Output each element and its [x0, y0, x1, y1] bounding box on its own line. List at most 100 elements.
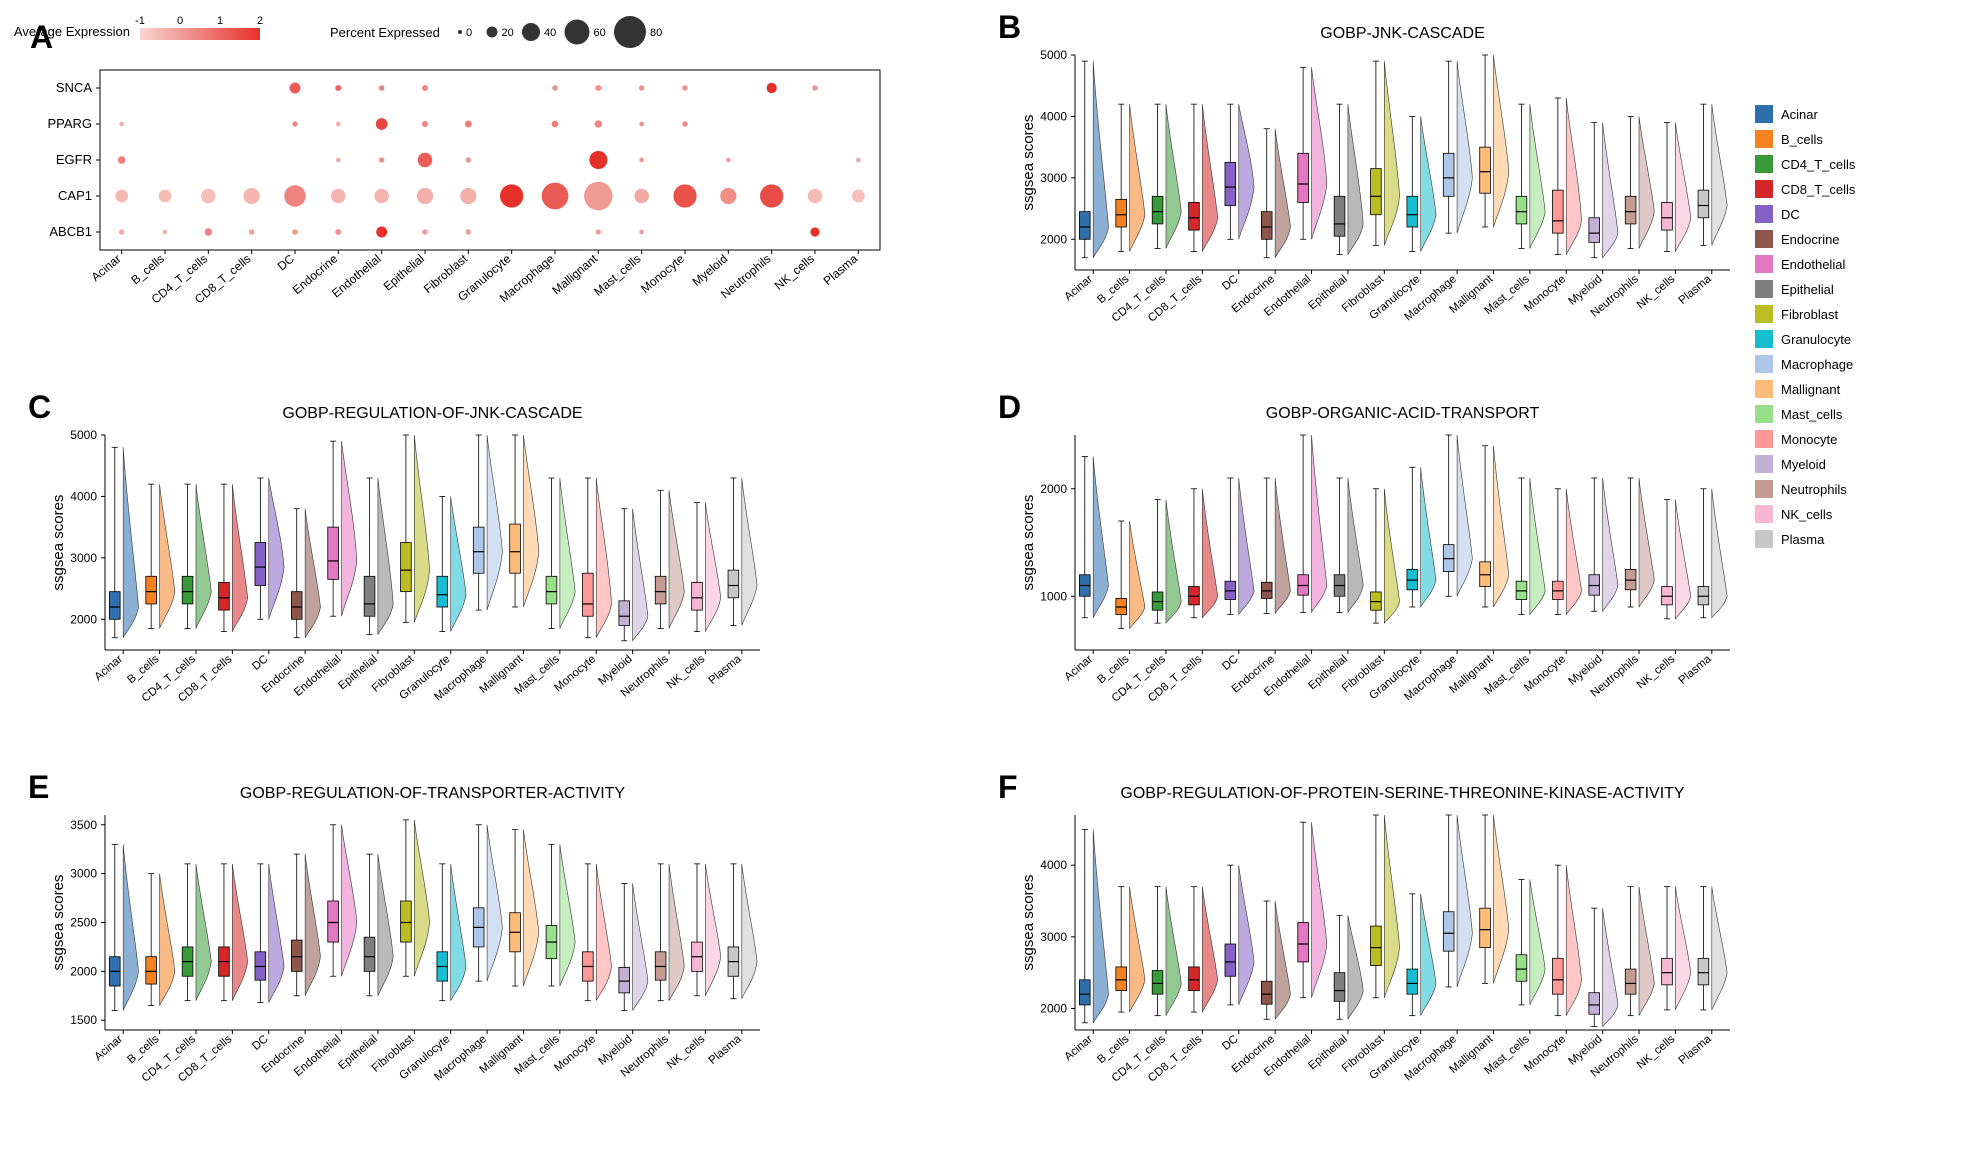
- violin: [1603, 478, 1618, 611]
- expr-tick: 0: [177, 15, 183, 27]
- violin: [1639, 116, 1654, 248]
- violin: [378, 478, 393, 635]
- dot: [336, 158, 341, 163]
- dot: [542, 183, 569, 210]
- violin: [1384, 489, 1399, 623]
- xlabel: DC: [250, 1033, 270, 1053]
- box: [1152, 971, 1163, 995]
- legend-label: Neutrophils: [1781, 482, 1847, 497]
- size-legend-dot: [565, 20, 590, 45]
- legend-label: Mallignant: [1781, 382, 1841, 397]
- dot: [812, 85, 817, 90]
- violin: [1639, 478, 1654, 607]
- violin: [1603, 123, 1618, 258]
- box: [146, 576, 157, 604]
- size-legend-tick: 0: [466, 27, 472, 39]
- box: [1443, 153, 1454, 196]
- dot: [552, 121, 559, 128]
- xlabel: Acinar: [1062, 273, 1095, 303]
- violin: [1202, 104, 1217, 251]
- dot: [726, 158, 731, 163]
- violin: [1239, 865, 1254, 1005]
- box: [401, 543, 412, 592]
- ytick: 1000: [1040, 589, 1067, 603]
- violin: [560, 844, 575, 986]
- violin: [1239, 478, 1254, 615]
- box: [437, 576, 448, 607]
- violin: [1712, 489, 1727, 618]
- box: [1516, 955, 1527, 982]
- dotplot-x-label: NK_cells: [772, 252, 817, 293]
- box: [1298, 923, 1309, 962]
- violin: [414, 820, 429, 976]
- gene-label: SNCA: [56, 80, 92, 95]
- box: [1480, 908, 1491, 947]
- legend-label: Fibroblast: [1781, 307, 1838, 322]
- violin: [123, 844, 138, 1010]
- dot: [290, 83, 301, 94]
- violin: [1712, 104, 1727, 245]
- ytick: 2500: [70, 916, 97, 930]
- violin: [1384, 815, 1399, 998]
- dot: [673, 184, 696, 207]
- legend-label: B_cells: [1781, 132, 1823, 147]
- legend-swatch: [1755, 130, 1773, 148]
- dot: [720, 188, 736, 204]
- legend-label: Acinar: [1781, 107, 1819, 122]
- dot: [376, 118, 388, 130]
- dot: [292, 229, 297, 234]
- xlabel: Acinar: [1062, 653, 1095, 683]
- legend-label: Granulocyte: [1781, 332, 1851, 347]
- violin: [196, 864, 211, 1001]
- violin: [342, 825, 357, 976]
- expr-legend-title: Average Expression: [14, 24, 130, 39]
- legend-swatch: [1755, 455, 1773, 473]
- box: [1662, 202, 1673, 230]
- dotplot-x-label: DC: [275, 251, 298, 273]
- box: [401, 901, 412, 942]
- legend-label: Plasma: [1781, 532, 1825, 547]
- xlabel: Plasma: [1677, 273, 1715, 307]
- violin: [596, 478, 611, 638]
- box: [1116, 967, 1127, 991]
- dot: [767, 83, 777, 93]
- dot: [331, 189, 346, 204]
- legend-swatch: [1755, 355, 1773, 373]
- violin: [1275, 478, 1290, 613]
- violin: [160, 484, 175, 628]
- size-legend-dot: [614, 16, 646, 48]
- box: [1625, 969, 1636, 994]
- violin: [1566, 98, 1581, 255]
- violin: [1457, 61, 1472, 233]
- panel-E: EGOBP-REGULATION-OF-TRANSPORTER-ACTIVITY…: [28, 769, 760, 1085]
- xlabel: Plasma: [1677, 1033, 1715, 1067]
- dotplot-x-label: Epithelial: [381, 252, 427, 294]
- legend-label: DC: [1781, 207, 1800, 222]
- legend-swatch: [1755, 530, 1773, 548]
- violin: [523, 830, 538, 986]
- dot: [418, 153, 433, 168]
- violin: [1348, 915, 1363, 1019]
- box: [1298, 153, 1309, 202]
- violin: [1166, 887, 1181, 1016]
- violin: [232, 864, 247, 1001]
- ytick: 2000: [70, 612, 97, 626]
- legend-swatch: [1755, 305, 1773, 323]
- violin: [1275, 901, 1290, 1019]
- box: [219, 582, 230, 610]
- xlabel: NK_cells: [665, 653, 708, 692]
- box: [1698, 190, 1709, 218]
- dot: [422, 121, 428, 127]
- legend-label: Endothelial: [1781, 257, 1845, 272]
- xlabel: Plasma: [1677, 653, 1715, 687]
- dotplot-x-label: Myeloid: [690, 252, 731, 289]
- panel-A: AAverage Expression-1012Percent Expresse…: [14, 15, 880, 306]
- legend-swatch: [1755, 380, 1773, 398]
- box: [291, 592, 302, 620]
- size-legend-tick: 60: [594, 27, 606, 39]
- dot: [284, 185, 306, 207]
- violin: [633, 509, 648, 641]
- ytick: 5000: [70, 428, 97, 442]
- box: [1334, 196, 1345, 236]
- box: [1407, 196, 1418, 227]
